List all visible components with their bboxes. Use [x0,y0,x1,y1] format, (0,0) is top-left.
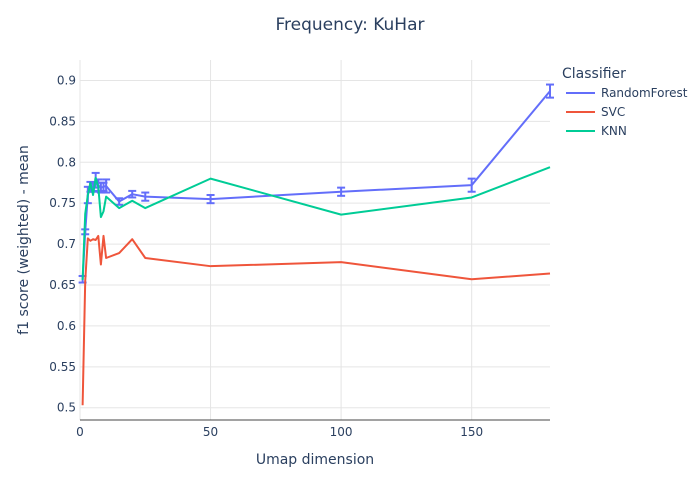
x-tick-label: 150 [460,425,483,439]
x-axis-ticks: 0 50 100 150 [76,425,483,439]
y-tick-label: 0.85 [49,114,76,128]
y-axis-ticks: 0.5 0.55 0.6 0.65 0.7 0.75 0.8 0.85 0.9 [49,73,76,414]
y-tick-label: 0.55 [49,360,76,374]
y-tick-label: 0.9 [57,73,76,87]
y-tick-label: 0.8 [57,155,76,169]
chart-title: Frequency: KuHar [276,15,425,35]
x-tick-label: 0 [76,425,84,439]
series-layer [78,83,554,406]
legend-title: Classifier [562,66,626,82]
x-tick-label: 50 [203,425,218,439]
legend: Classifier RandomForest SVC KNN [562,66,688,138]
y-axis-title: f1 score (weighted) - mean [16,145,32,335]
legend-item-knn: KNN [601,124,627,138]
series-svc [81,234,551,406]
plot-area [80,60,550,420]
y-tick-label: 0.65 [49,278,76,292]
y-tick-label: 0.7 [57,237,76,251]
y-tick-label: 0.5 [57,401,76,415]
x-tick-label: 100 [330,425,353,439]
y-tick-label: 0.6 [57,319,76,333]
legend-item-randomforest: RandomForest [601,86,688,100]
x-axis-title: Umap dimension [256,452,374,468]
series-knn [81,166,551,281]
legend-item-svc: SVC [601,105,625,119]
y-tick-label: 0.75 [49,196,76,210]
